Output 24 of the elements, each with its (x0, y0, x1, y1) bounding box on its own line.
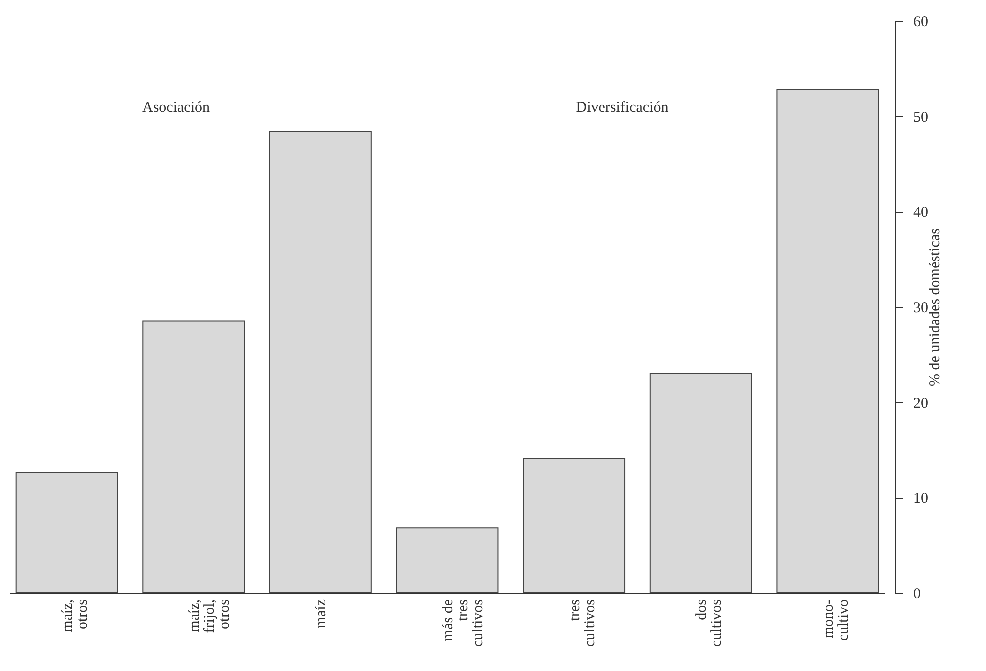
x-tick-label: tres cultivos (567, 599, 598, 647)
y-tick-label: 20 (914, 396, 928, 412)
x-tick-label: más de tres cultivos (440, 599, 486, 647)
y-tick-label: 10 (914, 491, 928, 508)
annotation: Diversificación (576, 100, 670, 116)
y-tick-label: 60 (914, 14, 928, 30)
y-axis-title: % de unidades domésticas (928, 228, 944, 386)
x-tick-label: maíz, frijol, otros (186, 599, 233, 634)
bar (396, 528, 499, 594)
bar (269, 131, 372, 594)
x-tick-label: maíz (314, 599, 330, 629)
x-tick-label: dos cultivos (694, 599, 726, 647)
bar (523, 458, 626, 594)
y-tick-label: 0 (914, 586, 921, 602)
y-tick-label: 50 (914, 110, 928, 126)
y-tick-label: 30 (914, 300, 928, 316)
annotation: Asociación (142, 100, 210, 116)
x-tick-label: maíz, otros (60, 599, 92, 632)
bar (650, 373, 752, 594)
x-tick-label: mono- cultivo (820, 600, 852, 642)
bar (776, 89, 880, 594)
bar (16, 472, 118, 594)
bar (142, 320, 246, 594)
y-tick-label: 40 (914, 205, 928, 222)
